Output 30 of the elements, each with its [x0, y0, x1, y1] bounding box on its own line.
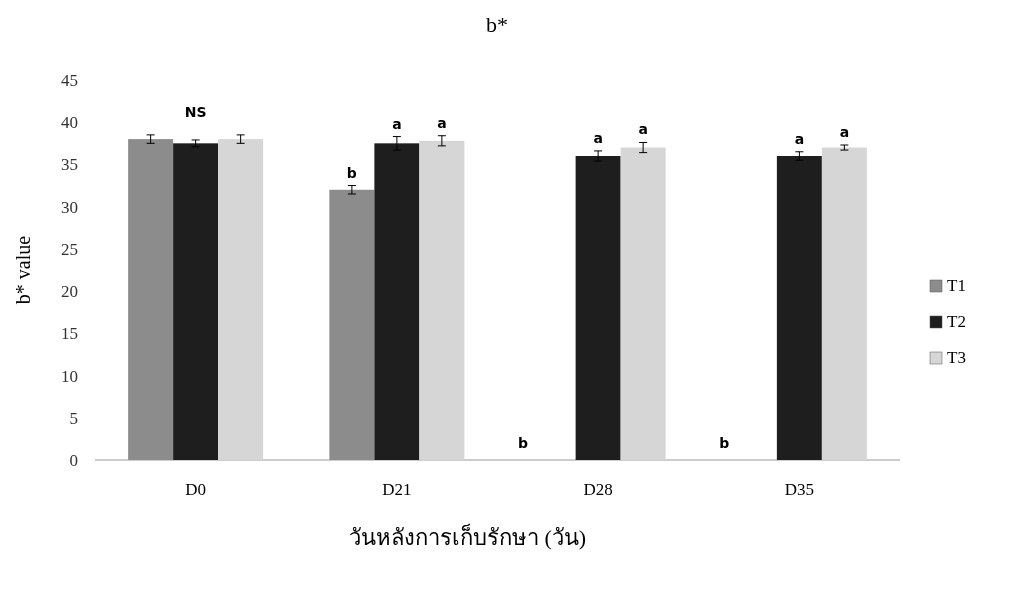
y-tick-label: 40 — [61, 113, 78, 133]
y-tick-label: 15 — [61, 324, 78, 344]
y-tick-label: 35 — [61, 155, 78, 175]
x-tick-label: D0 — [185, 480, 207, 499]
chart-title: b* — [486, 12, 508, 37]
y-tick-label: 25 — [61, 239, 78, 259]
x-tick-label: D28 — [583, 480, 613, 499]
annotation: a — [638, 121, 648, 138]
legend-label: T2 — [947, 312, 966, 331]
x-axis-title: วันหลังการเก็บรักษา (วัน) — [348, 523, 587, 550]
y-tick-label: 45 — [61, 71, 78, 90]
legend-label: T1 — [947, 276, 966, 295]
x-tick-label: D21 — [382, 480, 412, 499]
y-tick-label: 20 — [61, 282, 78, 302]
annotation: a — [437, 114, 447, 131]
legend-label: T3 — [947, 348, 966, 367]
annotation: a — [593, 129, 603, 146]
y-tick-label: 10 — [61, 366, 78, 386]
annotation: b — [719, 435, 730, 451]
y-tick-label: 0 — [69, 451, 78, 470]
y-axis-title: b* value — [12, 235, 34, 305]
annotation: b — [346, 164, 357, 181]
annotation: a — [794, 130, 805, 147]
annotation: a — [392, 115, 402, 132]
annotation: NS — [184, 103, 207, 120]
annotation: b — [518, 435, 529, 451]
y-tick-label: 5 — [69, 408, 78, 428]
x-tick-label: D35 — [784, 480, 815, 499]
annotation: a — [839, 124, 850, 141]
y-tick-label: 30 — [61, 197, 78, 217]
